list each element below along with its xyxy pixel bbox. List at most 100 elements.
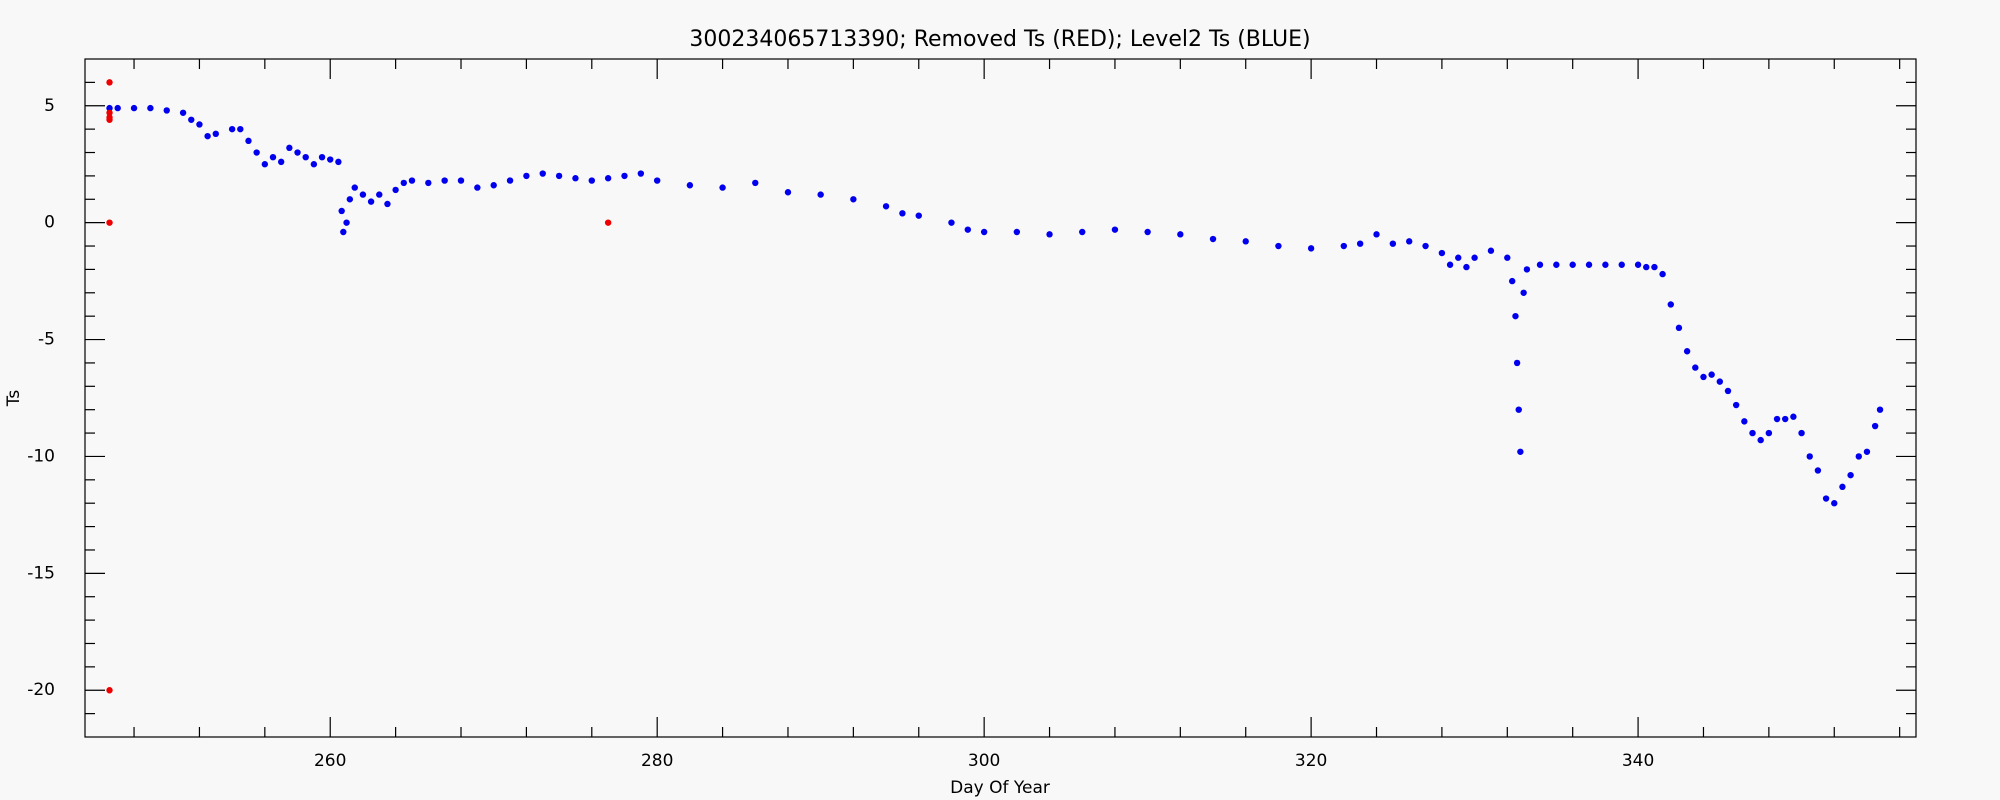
data-point <box>294 149 301 156</box>
data-point <box>392 186 399 194</box>
data-point <box>1536 261 1544 268</box>
data-point <box>1520 289 1527 296</box>
data-point <box>1741 418 1748 425</box>
data-point <box>286 144 293 152</box>
data-point <box>457 177 465 184</box>
data-point <box>106 79 113 86</box>
data-point <box>327 156 334 163</box>
data-point <box>719 184 726 191</box>
data-point <box>1798 429 1805 437</box>
data-point <box>604 175 612 182</box>
y-tick-label: -5 <box>38 330 55 350</box>
data-point <box>637 170 645 177</box>
data-point <box>408 177 416 184</box>
data-point <box>1389 240 1397 247</box>
data-point <box>1515 406 1522 413</box>
data-point <box>1471 254 1478 261</box>
data-point <box>106 104 113 112</box>
data-point <box>1422 242 1429 250</box>
data-point <box>604 219 612 226</box>
data-point <box>1079 228 1086 236</box>
x-tick-label: 280 <box>641 751 673 771</box>
data-point <box>1046 231 1053 238</box>
data-point <box>237 125 244 133</box>
data-point <box>506 177 514 184</box>
data-point <box>1307 245 1315 252</box>
data-point <box>1643 263 1650 271</box>
data-point <box>1847 471 1854 479</box>
data-point <box>1659 270 1666 278</box>
data-point <box>1675 324 1683 332</box>
data-point <box>1822 495 1830 502</box>
data-point <box>269 153 277 161</box>
data-point <box>376 191 383 198</box>
data-point <box>188 116 195 123</box>
data-point <box>490 182 497 189</box>
data-point <box>346 196 354 203</box>
data-point <box>351 184 358 191</box>
data-point <box>441 177 448 184</box>
data-point <box>277 158 285 166</box>
x-axis-label: Day Of Year <box>950 778 1050 798</box>
data-point <box>1716 378 1724 385</box>
data-point <box>359 191 367 198</box>
data-point <box>228 125 236 133</box>
y-tick-label: 5 <box>44 96 55 116</box>
data-point <box>1455 254 1462 261</box>
data-point <box>340 228 347 236</box>
data-point <box>1356 240 1364 247</box>
data-point <box>310 161 318 168</box>
data-point <box>367 198 375 205</box>
data-point <box>1523 266 1531 273</box>
data-point <box>882 203 890 210</box>
data-point <box>1773 415 1781 423</box>
data-point <box>1700 373 1707 381</box>
data-point <box>1144 228 1151 236</box>
data-point <box>1692 364 1699 371</box>
y-tick-label: -10 <box>27 446 55 466</box>
data-point <box>261 161 269 168</box>
data-point <box>1209 235 1217 243</box>
data-point <box>384 200 391 208</box>
data-point <box>1446 261 1454 268</box>
data-point <box>1667 301 1674 308</box>
x-tick-label: 260 <box>314 751 346 771</box>
data-point <box>425 179 432 187</box>
y-axis-label: Ts <box>4 390 24 408</box>
data-point <box>1340 242 1348 250</box>
data-point <box>106 219 113 226</box>
data-point <box>335 158 342 166</box>
x-tick-label: 320 <box>1295 751 1327 771</box>
data-point <box>338 207 345 215</box>
y-tick-label: -15 <box>27 563 55 583</box>
data-point <box>817 191 824 198</box>
data-point <box>196 121 203 128</box>
data-point <box>1634 261 1642 268</box>
data-point <box>1602 261 1609 268</box>
chart-title: 300234065713390; Removed Ts (RED); Level… <box>689 27 1310 52</box>
data-point <box>1876 406 1884 413</box>
x-tick-label: 340 <box>1622 751 1654 771</box>
data-point <box>539 170 546 177</box>
data-point <box>1831 500 1838 507</box>
data-point <box>1708 371 1715 378</box>
data-point <box>1855 453 1862 460</box>
data-point <box>106 687 113 694</box>
data-point <box>1871 422 1879 430</box>
data-point <box>1013 228 1021 236</box>
data-point <box>686 182 694 189</box>
data-point <box>915 212 922 219</box>
data-point <box>1406 238 1413 245</box>
data-point <box>245 137 252 145</box>
data-point <box>1513 359 1521 367</box>
data-point <box>1651 263 1658 271</box>
data-point <box>1863 448 1871 455</box>
data-point <box>1463 263 1470 271</box>
data-point <box>1508 277 1516 285</box>
data-point <box>850 196 857 203</box>
data-point <box>212 130 219 138</box>
data-point <box>474 184 481 191</box>
